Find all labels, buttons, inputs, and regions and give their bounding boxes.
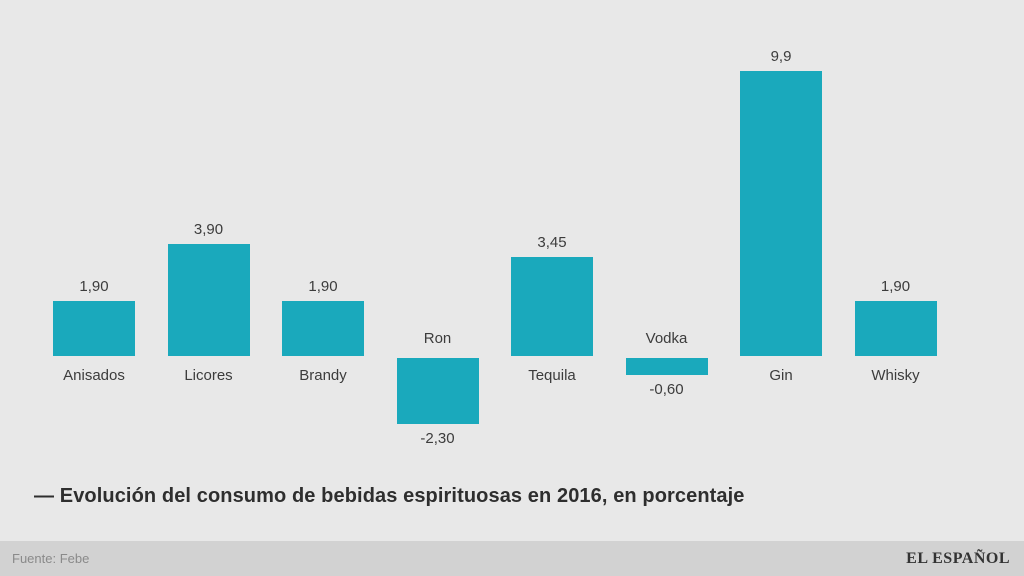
bar-licores xyxy=(167,243,250,356)
bar-whisky xyxy=(854,301,937,356)
source-label: Fuente: Febe xyxy=(12,551,90,566)
category-label-anisados: Anisados xyxy=(63,367,125,384)
bar-anisados xyxy=(53,301,135,356)
category-label-whisky: Whisky xyxy=(871,367,920,384)
bar-gin xyxy=(740,70,822,356)
value-label-licores: 3,90 xyxy=(193,220,224,238)
bar-column-anisados: 1,90 Anisados xyxy=(37,0,152,460)
category-label-brandy: Brandy xyxy=(299,367,347,384)
bar-column-ron: -2,30 Ron xyxy=(381,0,496,460)
value-label-whisky: 1,90 xyxy=(880,278,911,296)
category-label-tequila: Tequila xyxy=(528,367,576,384)
bar-column-licores: 3,90 Licores xyxy=(152,0,267,460)
category-label-ron: Ron xyxy=(423,330,452,347)
bar-column-brandy: 1,90 Brandy xyxy=(266,0,381,460)
bar-vodka xyxy=(625,358,708,376)
footer-bar: Fuente: Febe EL ESPAÑOL xyxy=(0,541,1024,576)
category-label-gin: Gin xyxy=(769,367,793,384)
value-label-anisados: 1,90 xyxy=(79,278,109,296)
value-label-vodka: -0,60 xyxy=(649,381,684,399)
brand-logo: EL ESPAÑOL xyxy=(906,549,1010,567)
category-label-vodka: Vodka xyxy=(645,330,688,347)
bar-column-vodka: -0,60 Vodka xyxy=(610,0,725,460)
category-label-licores: Licores xyxy=(184,367,233,384)
bar-chart: 1,90 Anisados 3,90 Licores 1,90 Brandy -2,30 Ro… xyxy=(37,0,953,460)
value-label-ron: -2,30 xyxy=(420,430,455,448)
bar-column-tequila: 3,45 Tequila xyxy=(495,0,610,460)
value-label-gin: 9,9 xyxy=(770,47,792,65)
value-label-tequila: 3,45 xyxy=(537,233,567,251)
chart-title: — Evolución del consumo de bebidas espir… xyxy=(34,485,745,507)
bar-brandy xyxy=(282,301,364,356)
bars-row: 1,90 Anisados 3,90 Licores 1,90 Brandy -2,30 Ro… xyxy=(37,0,953,460)
bar-ron xyxy=(396,358,479,425)
bar-column-gin: 9,9 Gin xyxy=(724,0,839,460)
bar-column-whisky: 1,90 Whisky xyxy=(839,0,954,460)
value-label-brandy: 1,90 xyxy=(308,278,338,296)
bar-tequila xyxy=(511,256,593,356)
